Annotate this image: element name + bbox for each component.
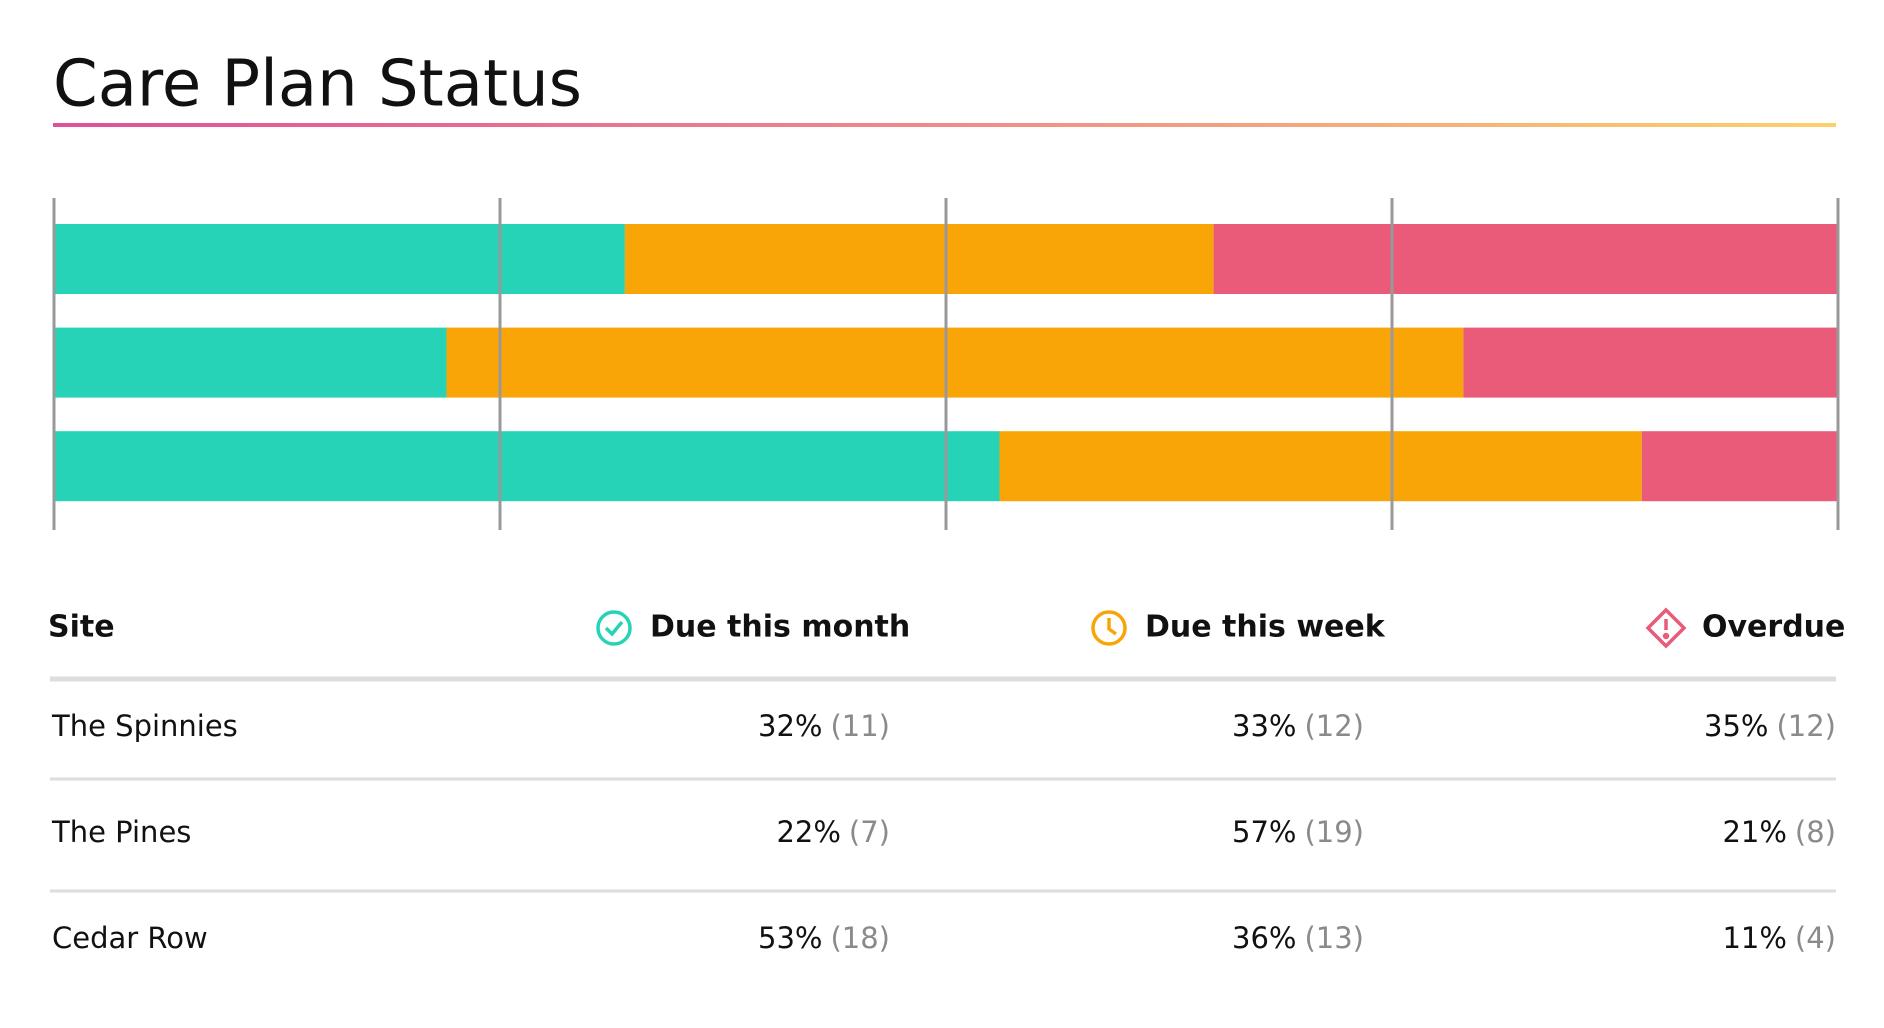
- icon-clock: [1091, 610, 1127, 646]
- count-label: (12): [1776, 709, 1836, 743]
- title-underline: [53, 123, 1836, 127]
- cell-value: 57% (19): [1232, 815, 1364, 849]
- cell-value: 22% (7): [776, 815, 890, 849]
- bar-segment: [54, 431, 1000, 502]
- cell-value: 11% (4): [1722, 921, 1836, 955]
- legend-label: Overdue: [1702, 610, 1845, 645]
- icon-check: [596, 610, 632, 646]
- count-label: (13): [1304, 921, 1364, 955]
- percent-label: 33%: [1232, 709, 1296, 743]
- cell-value: 36% (13): [1232, 921, 1364, 955]
- count-label: (12): [1304, 709, 1364, 743]
- bar-segment: [999, 431, 1642, 502]
- cell-value: 32% (11): [758, 709, 890, 743]
- cell-value: 21% (8): [1722, 815, 1836, 849]
- cell-value: 53% (18): [758, 921, 890, 955]
- site-name: Cedar Row: [52, 921, 208, 955]
- percent-label: 22%: [776, 815, 840, 849]
- percent-label: 53%: [758, 921, 822, 955]
- bar-segment: [54, 224, 625, 294]
- bar-segment: [1641, 431, 1838, 502]
- cell-value: 33% (12): [1232, 709, 1364, 743]
- count-label: (18): [830, 921, 890, 955]
- percent-label: 21%: [1722, 815, 1786, 849]
- bar-segment: [1213, 224, 1838, 294]
- bar-segment: [54, 327, 447, 398]
- title: Care Plan Status: [53, 48, 582, 122]
- legend-label: Due this week: [1145, 610, 1386, 645]
- count-label: (8): [1795, 815, 1836, 849]
- cell-value: 35% (12): [1704, 709, 1836, 743]
- bar-segment: [1463, 327, 1838, 398]
- percent-label: 36%: [1232, 921, 1296, 955]
- site-name: The Pines: [51, 815, 191, 849]
- column-header: Site: [48, 610, 115, 645]
- count-label: (19): [1304, 815, 1364, 849]
- percent-label: 57%: [1232, 815, 1296, 849]
- count-label: (11): [830, 709, 890, 743]
- bar-segment: [446, 327, 1464, 398]
- icon-warning: [1645, 607, 1687, 649]
- bar-segment: [624, 224, 1214, 294]
- percent-label: 35%: [1704, 709, 1768, 743]
- count-label: (4): [1795, 921, 1836, 955]
- percent-label: 11%: [1722, 921, 1786, 955]
- legend-label: Due this month: [650, 610, 910, 645]
- count-label: (7): [849, 815, 890, 849]
- site-name: The Spinnies: [51, 709, 238, 743]
- percent-label: 32%: [758, 709, 822, 743]
